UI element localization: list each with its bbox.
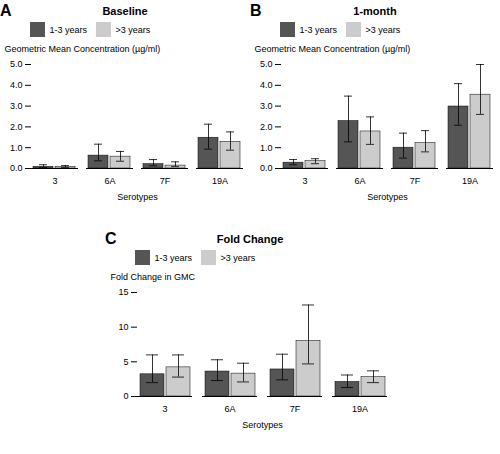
svg-text:2.0: 2.0 xyxy=(260,121,273,131)
svg-text:4.0: 4.0 xyxy=(260,80,273,90)
html-text:Fold Change: Fold Change xyxy=(216,233,284,245)
svg-text:4.0: 4.0 xyxy=(10,80,23,90)
html-text:1-3 years: 1-3 years xyxy=(299,24,337,35)
html-text:A: A xyxy=(0,2,12,19)
svg-text:Serotypes: Serotypes xyxy=(117,191,158,201)
svg-text:6A: 6A xyxy=(104,175,115,185)
svg-text:0.0: 0.0 xyxy=(10,163,23,173)
svg-text:Serotypes: Serotypes xyxy=(242,419,283,429)
svg-text:Fold Change in GMC: Fold Change in GMC xyxy=(111,271,196,281)
svg-text:3.0: 3.0 xyxy=(260,100,273,110)
html-text:>3 years: >3 years xyxy=(220,252,256,263)
html-text:B: B xyxy=(250,2,262,19)
html-text:1-3 years: 1-3 years xyxy=(154,252,192,263)
svg-text:0: 0 xyxy=(123,391,128,401)
svg-text:Geometric Mean Concentration (: Geometric Mean Concentration (µg/ml) xyxy=(255,43,411,53)
svg-text:10: 10 xyxy=(118,322,128,332)
svg-text:15: 15 xyxy=(118,287,128,297)
svg-text:7F: 7F xyxy=(160,175,171,185)
svg-text:0.0: 0.0 xyxy=(260,163,273,173)
svg-text:3.0: 3.0 xyxy=(10,100,23,110)
svg-text:19A: 19A xyxy=(352,403,368,413)
svg-text:6A: 6A xyxy=(354,175,365,185)
svg-text:Serotypes: Serotypes xyxy=(367,191,408,201)
svg-text:1.0: 1.0 xyxy=(260,142,273,152)
html-text:1-month: 1-month xyxy=(353,5,397,17)
svg-text:3: 3 xyxy=(162,403,167,413)
svg-text:2.0: 2.0 xyxy=(10,121,23,131)
svg-text:Geometric Mean Concentration (: Geometric Mean Concentration (µg/ml) xyxy=(5,43,161,53)
svg-text:5: 5 xyxy=(123,356,128,366)
svg-text:5.0: 5.0 xyxy=(260,59,273,69)
svg-text:7F: 7F xyxy=(290,403,301,413)
html-text:C: C xyxy=(105,230,117,247)
html-text:>3 years: >3 years xyxy=(365,24,401,35)
svg-text:5.0: 5.0 xyxy=(10,59,23,69)
html-text:1-3 years: 1-3 years xyxy=(49,24,87,35)
svg-text:1.0: 1.0 xyxy=(10,142,23,152)
svg-text:7F: 7F xyxy=(410,175,421,185)
svg-text:3: 3 xyxy=(302,175,307,185)
html-text:>3 years: >3 years xyxy=(115,24,151,35)
svg-text:3: 3 xyxy=(52,175,57,185)
svg-text:19A: 19A xyxy=(212,175,228,185)
html-text:Baseline: Baseline xyxy=(102,5,148,17)
svg-text:19A: 19A xyxy=(462,175,478,185)
svg-text:6A: 6A xyxy=(224,403,235,413)
